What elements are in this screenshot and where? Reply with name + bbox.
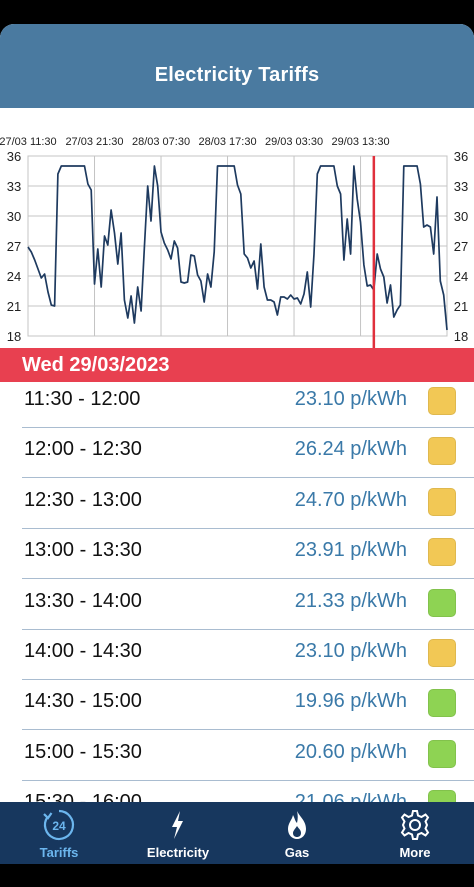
clock-24-icon: 24 bbox=[43, 809, 75, 841]
rate-row[interactable]: 15:00 - 15:30 20.60 p/kWh bbox=[0, 731, 474, 781]
y-tick-label-right: 18 bbox=[454, 329, 468, 344]
y-tick-label-left: 33 bbox=[7, 179, 21, 194]
rate-time: 13:30 - 14:00 bbox=[24, 589, 142, 612]
tab-gas[interactable]: Gas bbox=[238, 802, 356, 864]
app-screen: Electricity Tariffs 18 18 21 21 24 24 27 27 30 30… bbox=[0, 24, 474, 864]
rate-time: 14:30 - 15:00 bbox=[24, 690, 142, 713]
row-divider bbox=[22, 527, 474, 529]
rate-list[interactable]: 11:30 - 12:00 23.10 p/kWh 12:00 - 12:30 26.… bbox=[0, 382, 474, 802]
tab-tariffs[interactable]: 24 Tariffs bbox=[0, 802, 118, 864]
rate-price: 23.91 p/kWh bbox=[294, 539, 407, 562]
rate-level-swatch bbox=[428, 689, 456, 718]
row-divider bbox=[22, 729, 474, 731]
rate-row[interactable]: 13:00 - 13:30 23.91 p/kWh bbox=[0, 529, 474, 580]
svg-text:24: 24 bbox=[52, 819, 66, 833]
row-divider bbox=[22, 427, 474, 428]
row-divider bbox=[22, 779, 474, 781]
rate-price: 20.60 p/kWh bbox=[294, 740, 407, 763]
rate-time: 15:30 - 16:00 bbox=[24, 791, 142, 802]
lightning-icon bbox=[172, 811, 183, 839]
rate-row[interactable]: 12:00 - 12:30 26.24 p/kWh bbox=[0, 428, 474, 479]
row-divider bbox=[22, 578, 474, 580]
x-tick-label: 29/03 03:30 bbox=[265, 136, 323, 148]
rate-price: 21.06 p/kWh bbox=[295, 791, 407, 802]
flame-icon bbox=[288, 811, 306, 839]
y-tick-label-right: 36 bbox=[454, 149, 468, 164]
rate-time: 13:00 - 13:30 bbox=[24, 539, 142, 562]
rate-price: 19.96 p/kWh bbox=[294, 690, 407, 713]
tab-tariffs-label: Tariffs bbox=[39, 845, 79, 860]
y-tick-label-left: 36 bbox=[7, 149, 21, 164]
rate-level-swatch bbox=[428, 387, 456, 415]
x-tick-label: 27/03 21:30 bbox=[65, 136, 123, 148]
rate-time: 14:00 - 14:30 bbox=[24, 640, 142, 662]
rate-level-swatch bbox=[428, 487, 456, 516]
rate-time: 11:30 - 12:00 bbox=[24, 388, 141, 410]
y-tick-label-right: 21 bbox=[454, 299, 468, 314]
rate-price: 21.33 p/kWh bbox=[294, 589, 407, 612]
y-tick-label-left: 21 bbox=[7, 299, 21, 314]
rate-time: 12:30 - 13:00 bbox=[24, 488, 142, 511]
rate-row[interactable]: 13:30 - 14:00 21.33 p/kWh bbox=[0, 580, 474, 630]
x-tick-label: 28/03 07:30 bbox=[132, 136, 190, 148]
series-line-p-kwh bbox=[27, 165, 448, 331]
y-tick-label-right: 27 bbox=[454, 239, 468, 254]
rate-price: 24.70 p/kWh bbox=[294, 488, 407, 511]
x-tick-label: 27/03 11:30 bbox=[0, 136, 57, 148]
nav-header: Electricity Tariffs bbox=[0, 24, 474, 108]
page-title: Electricity Tariffs bbox=[154, 64, 320, 86]
y-tick-label-right: 30 bbox=[454, 209, 468, 224]
tab-electricity[interactable]: Electricity bbox=[118, 802, 238, 864]
rate-row[interactable]: 14:00 - 14:30 23.10 p/kWh bbox=[0, 630, 474, 680]
y-tick-label-left: 27 bbox=[7, 239, 21, 254]
rate-price: 26.24 p/kWh bbox=[294, 438, 407, 461]
tab-electricity-label: Electricity bbox=[146, 845, 210, 860]
y-tick-label-right: 33 bbox=[454, 179, 468, 194]
date-header: Wed 29/03/2023 bbox=[0, 348, 474, 382]
rate-time: 15:00 - 15:30 bbox=[24, 740, 142, 763]
rate-level-swatch bbox=[428, 639, 456, 667]
rate-time: 12:00 - 12:30 bbox=[24, 438, 142, 461]
y-tick-label-left: 24 bbox=[7, 269, 21, 284]
tab-more-label: More bbox=[399, 845, 431, 860]
y-tick-label-left: 18 bbox=[7, 329, 21, 344]
rate-row[interactable]: 11:30 - 12:00 23.10 p/kWh bbox=[0, 382, 474, 428]
rate-level-swatch bbox=[428, 538, 456, 567]
rate-row[interactable]: 15:30 - 16:00 21.06 p/kWh bbox=[0, 781, 474, 802]
x-tick-label: 29/03 13:30 bbox=[331, 136, 389, 148]
y-tick-label-right: 24 bbox=[454, 269, 468, 284]
tab-more[interactable]: More bbox=[356, 802, 474, 864]
rate-level-swatch bbox=[428, 739, 456, 768]
date-label: Wed 29/03/2023 bbox=[22, 354, 170, 376]
rate-level-swatch bbox=[428, 437, 456, 466]
row-divider bbox=[22, 477, 474, 479]
tab-bar: 24 Tariffs Electricity Gas Mor bbox=[0, 802, 474, 864]
tariff-chart[interactable]: 18 18 21 21 24 24 27 27 30 30 33 33 36 36 27/03 11:30 2… bbox=[0, 108, 474, 370]
rate-row[interactable]: 12:30 - 13:00 24.70 p/kWh bbox=[0, 479, 474, 529]
y-tick-label-left: 30 bbox=[7, 209, 21, 224]
row-divider bbox=[22, 679, 474, 680]
tab-gas-label: Gas bbox=[284, 845, 310, 860]
rate-level-swatch bbox=[428, 790, 456, 802]
rate-price: 23.10 p/kWh bbox=[294, 388, 407, 410]
row-divider bbox=[22, 628, 474, 630]
rate-level-swatch bbox=[428, 588, 456, 617]
gear-icon bbox=[400, 810, 430, 840]
rate-price: 23.10 p/kWh bbox=[294, 640, 407, 662]
rate-row[interactable]: 14:30 - 15:00 19.96 p/kWh bbox=[0, 680, 474, 731]
x-tick-label: 28/03 17:30 bbox=[198, 136, 256, 148]
